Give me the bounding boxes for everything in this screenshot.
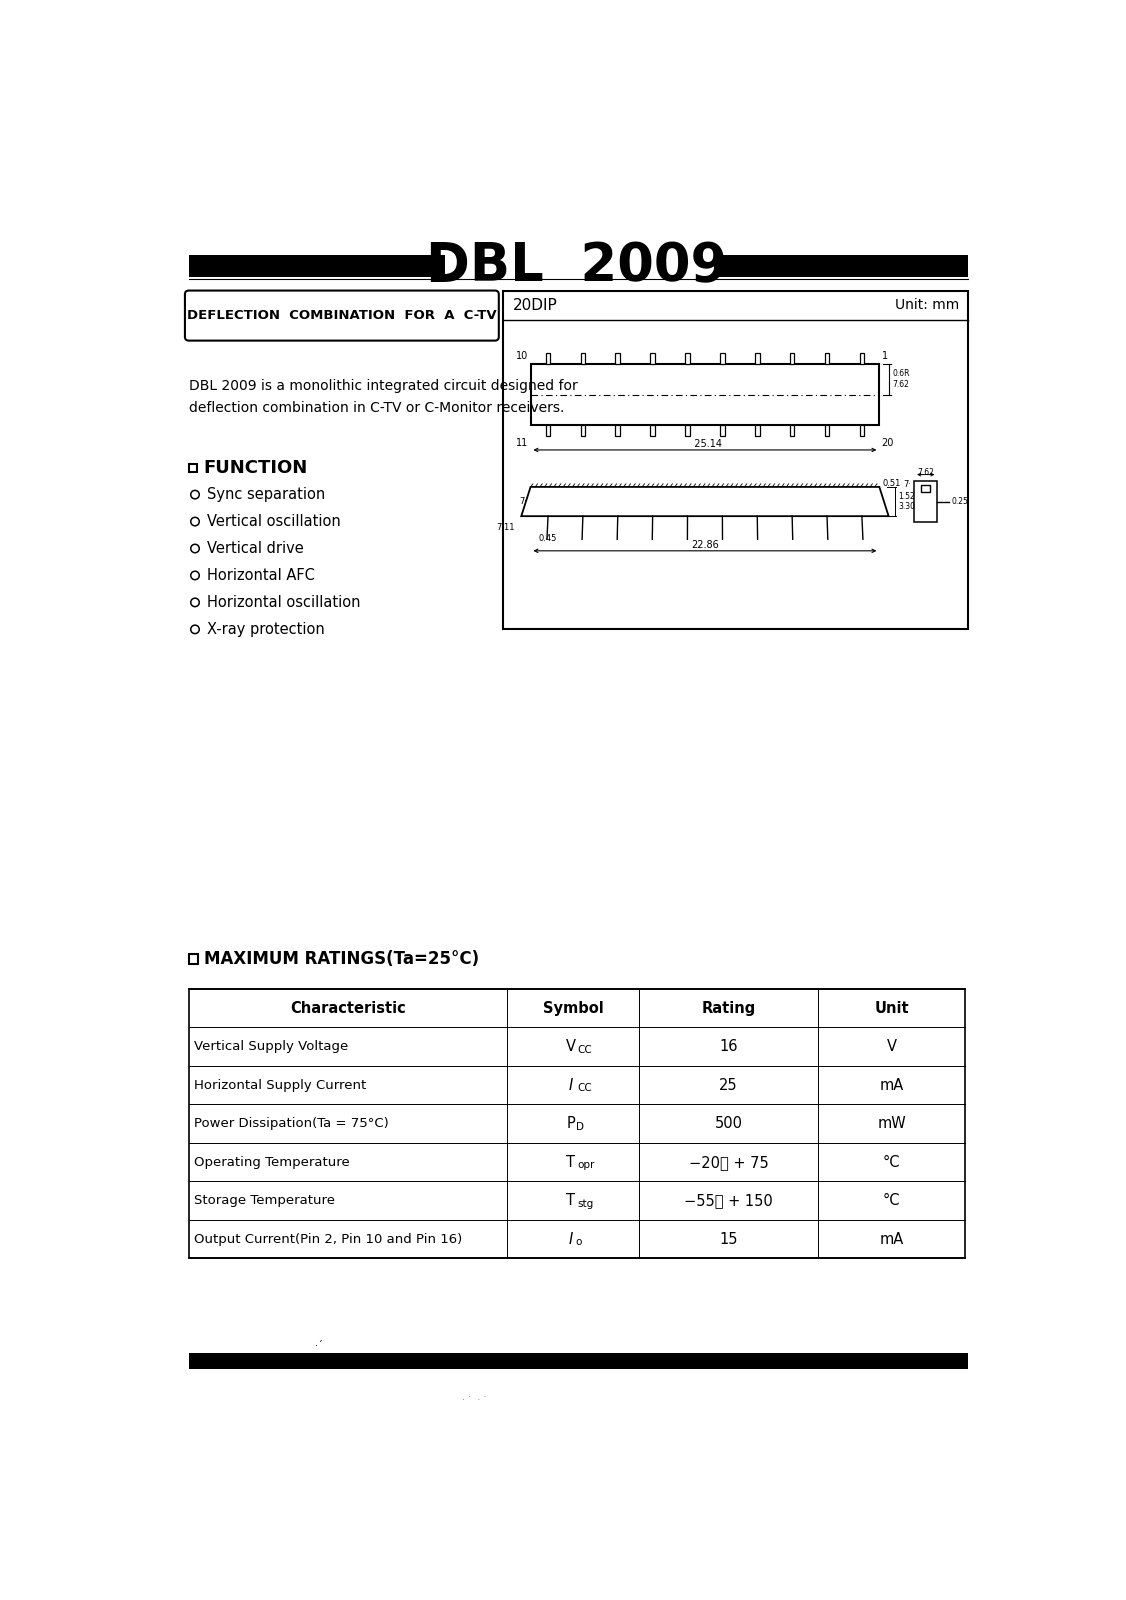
Text: 500: 500 [715, 1117, 742, 1131]
Text: 25.14: 25.14 [688, 438, 722, 450]
Bar [189, 464, 197, 472]
Bar [824, 426, 830, 437]
Text: mA: mA [879, 1232, 904, 1246]
Text: 15: 15 [720, 1232, 738, 1246]
Bar [686, 354, 690, 363]
Text: Vertical oscillation: Vertical oscillation [207, 514, 341, 530]
Text: opr: opr [578, 1160, 596, 1170]
FancyBboxPatch shape [185, 291, 499, 341]
Text: I: I [569, 1078, 573, 1093]
Text: CC: CC [577, 1045, 592, 1054]
Bar [789, 354, 795, 363]
Text: V: V [566, 1040, 575, 1054]
Text: FUNCTION: FUNCTION [204, 459, 307, 477]
Text: 16: 16 [720, 1040, 738, 1054]
Bar [914, 480, 938, 522]
Text: 25: 25 [720, 1078, 738, 1093]
Bar [921, 485, 930, 493]
Text: Horizontal oscillation: Horizontal oscillation [207, 595, 361, 610]
Bar [189, 954, 198, 963]
Text: V: V [886, 1040, 896, 1054]
Bar [824, 354, 830, 363]
Bar [616, 354, 620, 363]
Bar [754, 354, 760, 363]
Text: °C: °C [883, 1155, 901, 1170]
Text: 1.52
3.30: 1.52 3.30 [897, 491, 915, 512]
Text: D: D [575, 1122, 584, 1131]
Text: Horizontal Supply Current: Horizontal Supply Current [194, 1078, 366, 1091]
Bar [189, 254, 445, 277]
Text: Power Dissipation(Ta = 75°C): Power Dissipation(Ta = 75°C) [194, 1117, 388, 1130]
Bar [714, 254, 968, 277]
Text: 11: 11 [516, 438, 528, 448]
Bar [189, 989, 965, 1259]
Text: mA: mA [879, 1078, 904, 1093]
Text: 0.25: 0.25 [951, 498, 968, 506]
Bar [651, 426, 655, 437]
Text: T: T [566, 1194, 575, 1208]
Text: mW: mW [877, 1117, 906, 1131]
Text: 7.11: 7.11 [497, 523, 515, 533]
Text: o: o [575, 1237, 581, 1248]
Text: Unit: Unit [874, 1000, 909, 1016]
Bar [503, 291, 968, 629]
Text: DBL  2009: DBL 2009 [427, 240, 727, 291]
Bar [720, 426, 725, 437]
Bar [530, 363, 879, 426]
Text: Output Current(Pin 2, Pin 10 and Pin 16): Output Current(Pin 2, Pin 10 and Pin 16) [194, 1232, 463, 1246]
Text: 0.51: 0.51 [883, 478, 901, 488]
Text: X-ray protection: X-ray protection [207, 622, 325, 637]
Text: Operating Temperature: Operating Temperature [194, 1155, 350, 1168]
Text: 20DIP: 20DIP [512, 298, 557, 312]
Text: 0.45: 0.45 [539, 534, 557, 542]
Text: 20: 20 [882, 438, 894, 448]
Text: Vertical drive: Vertical drive [207, 541, 304, 557]
Text: Symbol: Symbol [543, 1000, 604, 1016]
Bar [754, 426, 760, 437]
Text: I: I [569, 1232, 573, 1246]
Text: CC: CC [578, 1083, 592, 1093]
Text: Characteristic: Characteristic [291, 1000, 405, 1016]
Text: 22.86: 22.86 [691, 541, 718, 550]
Bar [546, 426, 551, 437]
Text: 7·: 7· [903, 480, 911, 490]
Text: 7.62: 7.62 [918, 467, 935, 477]
Text: −20～ + 75: −20～ + 75 [689, 1155, 768, 1170]
Text: T: T [566, 1155, 575, 1170]
Text: 7·: 7· [519, 498, 527, 506]
Text: Vertical Supply Voltage: Vertical Supply Voltage [194, 1040, 348, 1053]
Bar [581, 426, 586, 437]
Text: °C: °C [883, 1194, 901, 1208]
Text: stg: stg [578, 1198, 595, 1208]
Bar [651, 354, 655, 363]
Text: 0.6R
7.62: 0.6R 7.62 [893, 370, 910, 389]
Text: Sync separation: Sync separation [207, 486, 325, 502]
Text: ·´: ·´ [315, 1339, 323, 1350]
Text: −55～ + 150: −55～ + 150 [685, 1194, 772, 1208]
Text: Rating: Rating [701, 1000, 756, 1016]
Text: Storage Temperature: Storage Temperature [194, 1194, 336, 1208]
Bar [720, 354, 725, 363]
Text: DBL 2009 is a monolithic integrated circuit designed for
deflection combination : DBL 2009 is a monolithic integrated circ… [189, 379, 578, 414]
Bar [616, 426, 620, 437]
Text: MAXIMUM RATINGS(Ta=25°C): MAXIMUM RATINGS(Ta=25°C) [204, 950, 480, 968]
Text: 1: 1 [882, 352, 887, 362]
Text: Unit: mm: Unit: mm [895, 298, 959, 312]
Bar [686, 426, 690, 437]
Bar [789, 426, 795, 437]
Text: DEFLECTION  COMBINATION  FOR  A  C-TV: DEFLECTION COMBINATION FOR A C-TV [187, 309, 497, 322]
Bar [859, 426, 865, 437]
Text: P: P [566, 1117, 575, 1131]
Bar [546, 354, 551, 363]
Text: . ·  . ·: . · . · [462, 1392, 486, 1402]
Bar [581, 354, 586, 363]
Bar [859, 354, 865, 363]
Text: 10: 10 [516, 352, 528, 362]
Text: Horizontal AFC: Horizontal AFC [207, 568, 315, 582]
Polygon shape [521, 486, 888, 517]
Bar [189, 1354, 968, 1368]
